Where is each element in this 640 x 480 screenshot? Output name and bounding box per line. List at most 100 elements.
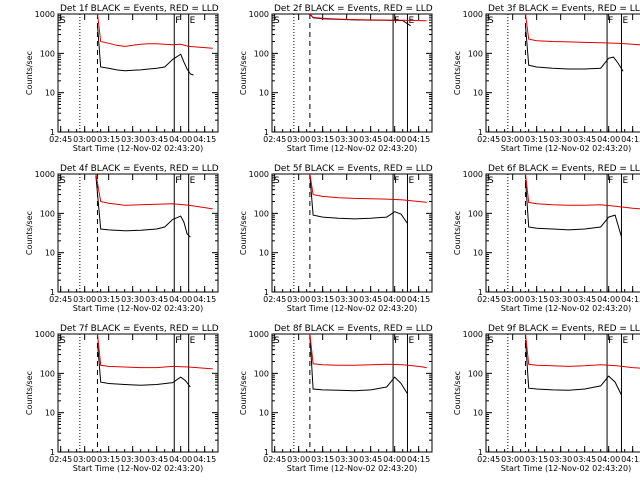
series-line-events	[309, 175, 408, 224]
x-tick-label: 02:45	[263, 455, 286, 464]
y-tick-label: 1000	[249, 170, 269, 179]
chart-panel-2: Det 2f BLACK = Events, RED = LLD 1 10 100 10…	[239, 4, 433, 153]
x-tick-label: 02:45	[477, 455, 500, 464]
y-tick-label: 100	[254, 49, 269, 58]
x-tick-label: 03:45	[573, 455, 596, 464]
x-tick-label: 03:30	[549, 295, 572, 304]
y-tick-label: 1	[50, 448, 55, 457]
x-axis-label: Start Time (12-Nov-02 02:43:20)	[73, 144, 203, 153]
marker-label-f: F	[175, 336, 180, 346]
x-tick-label: 03:00	[287, 135, 310, 144]
marker-label-s: S	[60, 16, 66, 26]
x-tick-label: 04:15	[193, 455, 216, 464]
plot-frame	[271, 333, 433, 453]
marker-label-e: E	[190, 176, 196, 186]
x-tick-label: 03:30	[121, 295, 144, 304]
x-tick-label: 04:00	[597, 135, 620, 144]
x-tick-label: 03:00	[73, 455, 96, 464]
chart-panel-4: Det 4f BLACK = Events, RED = LLD 1 10 100 10…	[25, 164, 219, 313]
y-tick-label: 10	[473, 249, 483, 258]
y-tick-label: 1	[478, 448, 483, 457]
x-tick-label: 04:15	[407, 135, 430, 144]
x-tick-label: 03:30	[121, 455, 144, 464]
chart-panel-1: Det 1f BLACK = Events, RED = LLD 1 10 100 10…	[25, 4, 219, 153]
marker-label-s: S	[274, 336, 280, 346]
x-tick-label: 03:15	[311, 295, 334, 304]
x-tick-label: 04:00	[383, 135, 406, 144]
marker-label-f: F	[394, 176, 399, 186]
x-axis-label: Start Time (12-Nov-02 02:43:20)	[501, 464, 631, 473]
chart-panel-9: Det 9f BLACK = Events, RED = LLD 1 10 100 10…	[453, 324, 640, 473]
x-tick-label: 02:45	[263, 295, 286, 304]
x-tick-label: 03:30	[549, 455, 572, 464]
x-tick-label: 03:00	[287, 295, 310, 304]
marker-label-e: E	[622, 336, 628, 346]
x-tick-label: 03:00	[287, 455, 310, 464]
x-tick-label: 02:45	[49, 295, 72, 304]
y-tick-label: 10	[259, 89, 269, 98]
marker-label-e: E	[622, 176, 628, 186]
marker-label-f: F	[394, 336, 399, 346]
y-axis-label: Counts/sec	[453, 51, 462, 95]
marker-label-s: S	[60, 336, 66, 346]
x-tick-label: 04:00	[597, 455, 620, 464]
x-axis-label: Start Time (12-Nov-02 02:43:20)	[73, 304, 203, 313]
chart-panel-8: Det 8f BLACK = Events, RED = LLD 1 10 100 10…	[239, 324, 433, 473]
x-tick-label: 03:30	[121, 135, 144, 144]
chart-panel-3: Det 3f BLACK = Events, RED = LLD 1 10 100 10…	[453, 4, 640, 153]
x-tick-label: 04:15	[621, 295, 640, 304]
y-tick-label: 1000	[249, 330, 269, 339]
y-tick-label: 1000	[35, 10, 55, 19]
plot-frame	[57, 173, 219, 293]
marker-label-s: S	[274, 16, 280, 26]
marker-label-s: S	[488, 336, 494, 346]
x-axis-label: Start Time (12-Nov-02 02:43:20)	[73, 464, 203, 473]
series-line-lld	[309, 333, 427, 369]
x-tick-label: 04:15	[407, 455, 430, 464]
plot-frame	[485, 173, 640, 293]
marker-label-e: E	[190, 16, 196, 26]
chart-title: Det 3f BLACK = Events, RED = LLD	[488, 4, 640, 14]
y-axis-label: Counts/sec	[25, 371, 34, 415]
marker-label-f: F	[175, 176, 180, 186]
chart-title: Det 2f BLACK = Events, RED = LLD	[274, 4, 433, 14]
x-tick-label: 03:30	[335, 135, 358, 144]
x-tick-label: 03:15	[97, 135, 120, 144]
x-tick-label: 03:00	[73, 135, 96, 144]
x-tick-label: 03:15	[525, 455, 548, 464]
x-tick-label: 04:15	[407, 295, 430, 304]
x-tick-label: 03:15	[311, 135, 334, 144]
y-tick-label: 10	[45, 89, 55, 98]
x-axis-label: Start Time (12-Nov-02 02:43:20)	[501, 304, 631, 313]
plot-frame	[57, 333, 219, 453]
y-axis-label: Counts/sec	[239, 371, 248, 415]
y-tick-label: 1000	[463, 330, 483, 339]
x-tick-label: 04:15	[621, 455, 640, 464]
series-line-lld	[525, 173, 640, 210]
marker-label-e: E	[408, 176, 414, 186]
marker-label-f: F	[608, 336, 613, 346]
marker-label-e: E	[408, 336, 414, 346]
y-tick-label: 1	[478, 288, 483, 297]
y-axis-label: Counts/sec	[239, 211, 248, 255]
y-tick-label: 100	[40, 49, 55, 58]
x-tick-label: 04:15	[193, 295, 216, 304]
x-tick-label: 03:15	[97, 295, 120, 304]
plot-frame	[57, 13, 219, 133]
series-line-lld	[309, 13, 427, 22]
x-tick-label: 04:00	[169, 135, 192, 144]
y-tick-label: 1000	[35, 170, 55, 179]
y-tick-label: 1000	[35, 330, 55, 339]
x-tick-label: 04:00	[597, 295, 620, 304]
x-tick-label: 03:15	[525, 135, 548, 144]
plot-frame	[271, 173, 433, 293]
y-axis-label: Counts/sec	[453, 371, 462, 415]
x-tick-label: 03:45	[145, 295, 168, 304]
chart-title: Det 4f BLACK = Events, RED = LLD	[60, 164, 219, 174]
marker-label-f: F	[608, 176, 613, 186]
y-tick-label: 100	[254, 209, 269, 218]
marker-label-e: E	[190, 336, 196, 346]
y-tick-label: 1000	[463, 10, 483, 19]
y-tick-label: 1	[264, 288, 269, 297]
